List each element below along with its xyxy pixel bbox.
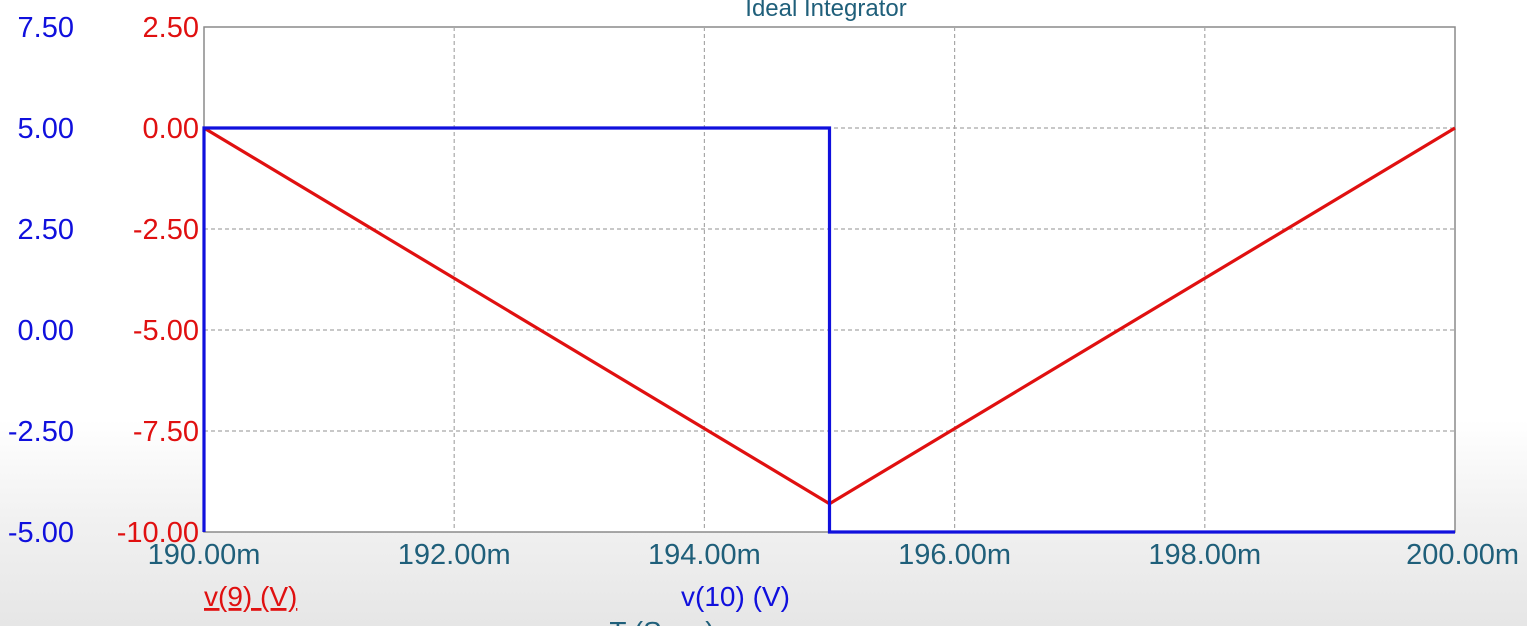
legend-v10[interactable]: v(10) (V) xyxy=(681,581,790,612)
x-tick-label: 198.00m xyxy=(1148,539,1261,571)
x-tick-label: 194.00m xyxy=(648,539,761,571)
series-layer xyxy=(202,126,1456,534)
series-line-v10 xyxy=(202,126,1455,534)
y-tick-label-outer: 0.00 xyxy=(18,315,74,347)
y-tick-label-outer: -2.50 xyxy=(8,416,74,448)
y-tick-label-inner: -5.00 xyxy=(133,315,199,347)
x-axis-ticks: 190.00m 192.00m 194.00m 196.00m 198.00m 200.0… xyxy=(148,539,1519,571)
chart-title: Ideal Integrator xyxy=(745,0,906,22)
y-tick-label-inner: -2.50 xyxy=(133,214,199,246)
y-tick-label-inner: -7.50 xyxy=(133,416,199,448)
legend-v9[interactable]: v(9) (V) xyxy=(204,581,297,612)
x-tick-label: 200.00m xyxy=(1406,539,1519,571)
x-tick-label: 192.00m xyxy=(398,539,511,571)
x-tick-label: 196.00m xyxy=(898,539,1011,571)
y-tick-label-inner: 2.50 xyxy=(143,12,199,44)
x-tick-label: 190.00m xyxy=(148,539,261,571)
y-axis-outer-ticks: 7.50 5.00 2.50 0.00 -2.50 -5.00 xyxy=(8,12,74,549)
y-axis-inner-ticks: 2.50 0.00 -2.50 -5.00 -7.50 -10.00 xyxy=(117,12,199,549)
legend: v(9) (V) v(10) (V) xyxy=(204,581,790,612)
y-tick-label-inner: -10.00 xyxy=(117,517,199,549)
x-axis-label: T (Secs) xyxy=(609,616,714,626)
y-tick-label-outer: -5.00 xyxy=(8,517,74,549)
y-tick-label-outer: 5.00 xyxy=(18,113,74,145)
y-tick-label-inner: 0.00 xyxy=(143,113,199,145)
y-tick-label-outer: 7.50 xyxy=(18,12,74,44)
y-tick-label-outer: 2.50 xyxy=(18,214,74,246)
